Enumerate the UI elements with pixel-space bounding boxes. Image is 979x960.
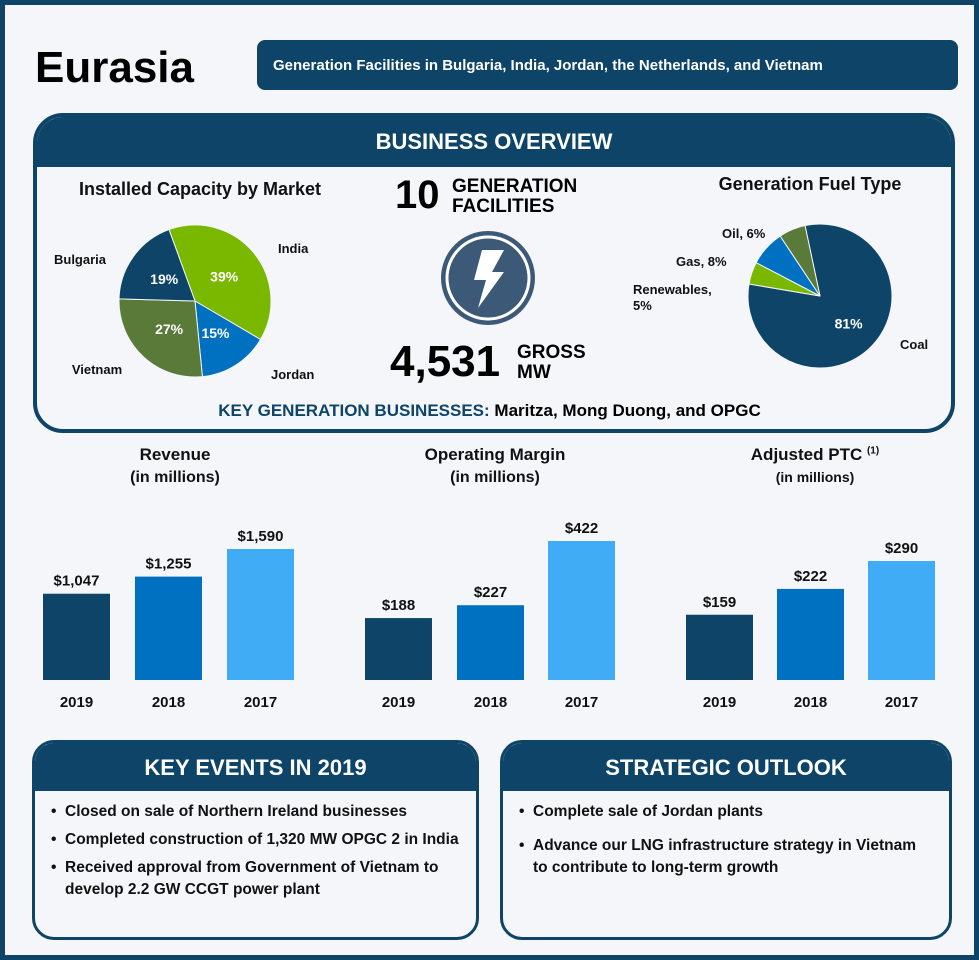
pie-charts: 39% India 15% Jordan 27% Vietnam 19% Bulgaria 81…: [54, 223, 928, 382]
ptc-title-text: Adjusted PTC: [750, 445, 863, 464]
capacity-chart-title: Installed Capacity by Market: [78, 179, 322, 199]
bar-2018: [457, 605, 524, 680]
slice-category-label: Oil, 6%: [722, 226, 766, 241]
subtitle-banner: Generation Facilities in Bulgaria, India…: [257, 40, 958, 90]
bar-value-label: $1,590: [238, 528, 284, 545]
strategic-outlook-heading: STRATEGIC OUTLOOK: [503, 743, 949, 791]
pie-slice-bulgaria: [118, 228, 196, 302]
key-events-heading: KEY EVENTS IN 2019: [35, 743, 476, 791]
slice-category-label: Bulgaria: [54, 252, 107, 267]
x-tick-label: 2017: [244, 694, 277, 711]
ptc-title: Adjusted PTC (1) (in millions): [685, 445, 945, 485]
slice-category-label: Coal: [900, 337, 928, 352]
operating-margin-subtitle: (in millions): [450, 469, 540, 486]
bar-value-label: $222: [794, 568, 827, 585]
bar-2017: [868, 561, 935, 680]
bar-charts: $1,047 2019 $1,255 2018 $1,590 2017 $188 2019 $2…: [43, 520, 935, 711]
ptc-subtitle: (in millions): [775, 469, 855, 485]
bar-2019: [365, 618, 432, 680]
x-tick-label: 2017: [565, 694, 598, 711]
fuel-chart-title: Generation Fuel Type: [718, 174, 902, 194]
gross-mw-label: GROSS MW: [517, 343, 586, 383]
slice-value-label: 19%: [150, 271, 179, 287]
list-item: Received approval from Government of Vie…: [51, 857, 460, 901]
ptc-footnote: (1): [866, 445, 880, 457]
bar-2018: [135, 576, 202, 680]
slice-category-label: Renewables, 5%: [633, 282, 712, 313]
page: Eurasia Generation Facilities in Bulgari…: [5, 5, 974, 955]
strategic-outlook-panel: STRATEGIC OUTLOOK Complete sale of Jorda…: [500, 740, 952, 940]
bar-value-label: $422: [565, 520, 598, 537]
gross-mw-label-2: MW: [517, 362, 551, 383]
x-tick-label: 2019: [382, 694, 415, 711]
slice-category-label: India: [278, 241, 309, 256]
revenue-title-text: Revenue: [139, 445, 211, 464]
key-businesses-label: KEY GENERATION BUSINESSES:: [218, 401, 490, 420]
facilities-label-1: GENERATION: [452, 176, 578, 197]
facilities-label-2: FACILITIES: [452, 196, 555, 217]
slice-category-label: Gas, 8%: [676, 254, 727, 269]
slice-category-label: Jordan: [271, 367, 314, 382]
slice-value-label: 39%: [210, 269, 239, 285]
operating-margin-title-text: Operating Margin: [424, 445, 566, 464]
facilities-count: 10: [395, 173, 440, 217]
bar-value-label: $1,255: [146, 556, 192, 573]
revenue-subtitle: (in millions): [130, 469, 220, 486]
facilities-label: GENERATION FACILITIES: [452, 177, 577, 217]
key-events-list: Closed on sale of Northern Ireland busin…: [35, 791, 476, 917]
gross-mw-label-1: GROSS: [517, 342, 586, 363]
bar-2017: [548, 541, 615, 680]
list-item: Advance our LNG infrastructure strategy …: [519, 835, 933, 879]
bar-value-label: $290: [885, 540, 918, 557]
key-events-panel: KEY EVENTS IN 2019 Closed on sale of Nor…: [32, 740, 479, 940]
bar-2019: [43, 593, 110, 680]
overview-heading: BUSINESS OVERVIEW: [37, 117, 951, 167]
lightning-bolt-icon: [441, 231, 535, 325]
bar-value-label: $159: [703, 594, 736, 611]
gross-mw-value: 4,531: [390, 337, 501, 386]
slice-value-label: 81%: [835, 315, 864, 331]
x-tick-label: 2018: [794, 694, 827, 711]
bar-value-label: $1,047: [54, 573, 100, 590]
slice-value-label: 27%: [155, 321, 184, 337]
slice-value-label: 15%: [201, 325, 230, 341]
outlook-list: Complete sale of Jordan plants Advance ou…: [503, 791, 949, 901]
page-title: Eurasia: [35, 43, 194, 92]
x-tick-label: 2018: [152, 694, 185, 711]
pie-slice-oil: [779, 224, 821, 297]
pie-slice-india: [168, 224, 272, 341]
bar-value-label: $227: [474, 584, 507, 601]
x-tick-label: 2017: [885, 694, 918, 711]
operating-margin-title: Operating Margin (in millions): [365, 445, 625, 487]
revenue-title: Revenue (in millions): [45, 445, 305, 487]
x-tick-label: 2019: [60, 694, 93, 711]
bar-2018: [777, 588, 844, 680]
key-businesses-value: Maritza, Mong Duong, and OPGC: [494, 401, 761, 420]
list-item: Closed on sale of Northern Ireland busin…: [51, 801, 460, 823]
list-item: Complete sale of Jordan plants: [519, 801, 933, 823]
x-tick-label: 2019: [703, 694, 736, 711]
x-tick-label: 2018: [474, 694, 507, 711]
pie-slice-jordan: [194, 300, 262, 378]
bar-2019: [686, 614, 753, 680]
bar-value-label: $188: [382, 597, 415, 614]
slice-category-label: Vietnam: [72, 362, 122, 377]
bar-2017: [227, 549, 294, 680]
key-businesses: KEY GENERATION BUSINESSES: Maritza, Mong…: [5, 401, 974, 421]
list-item: Completed construction of 1,320 MW OPGC …: [51, 829, 460, 851]
pie-slice-vietnam: [118, 298, 203, 378]
